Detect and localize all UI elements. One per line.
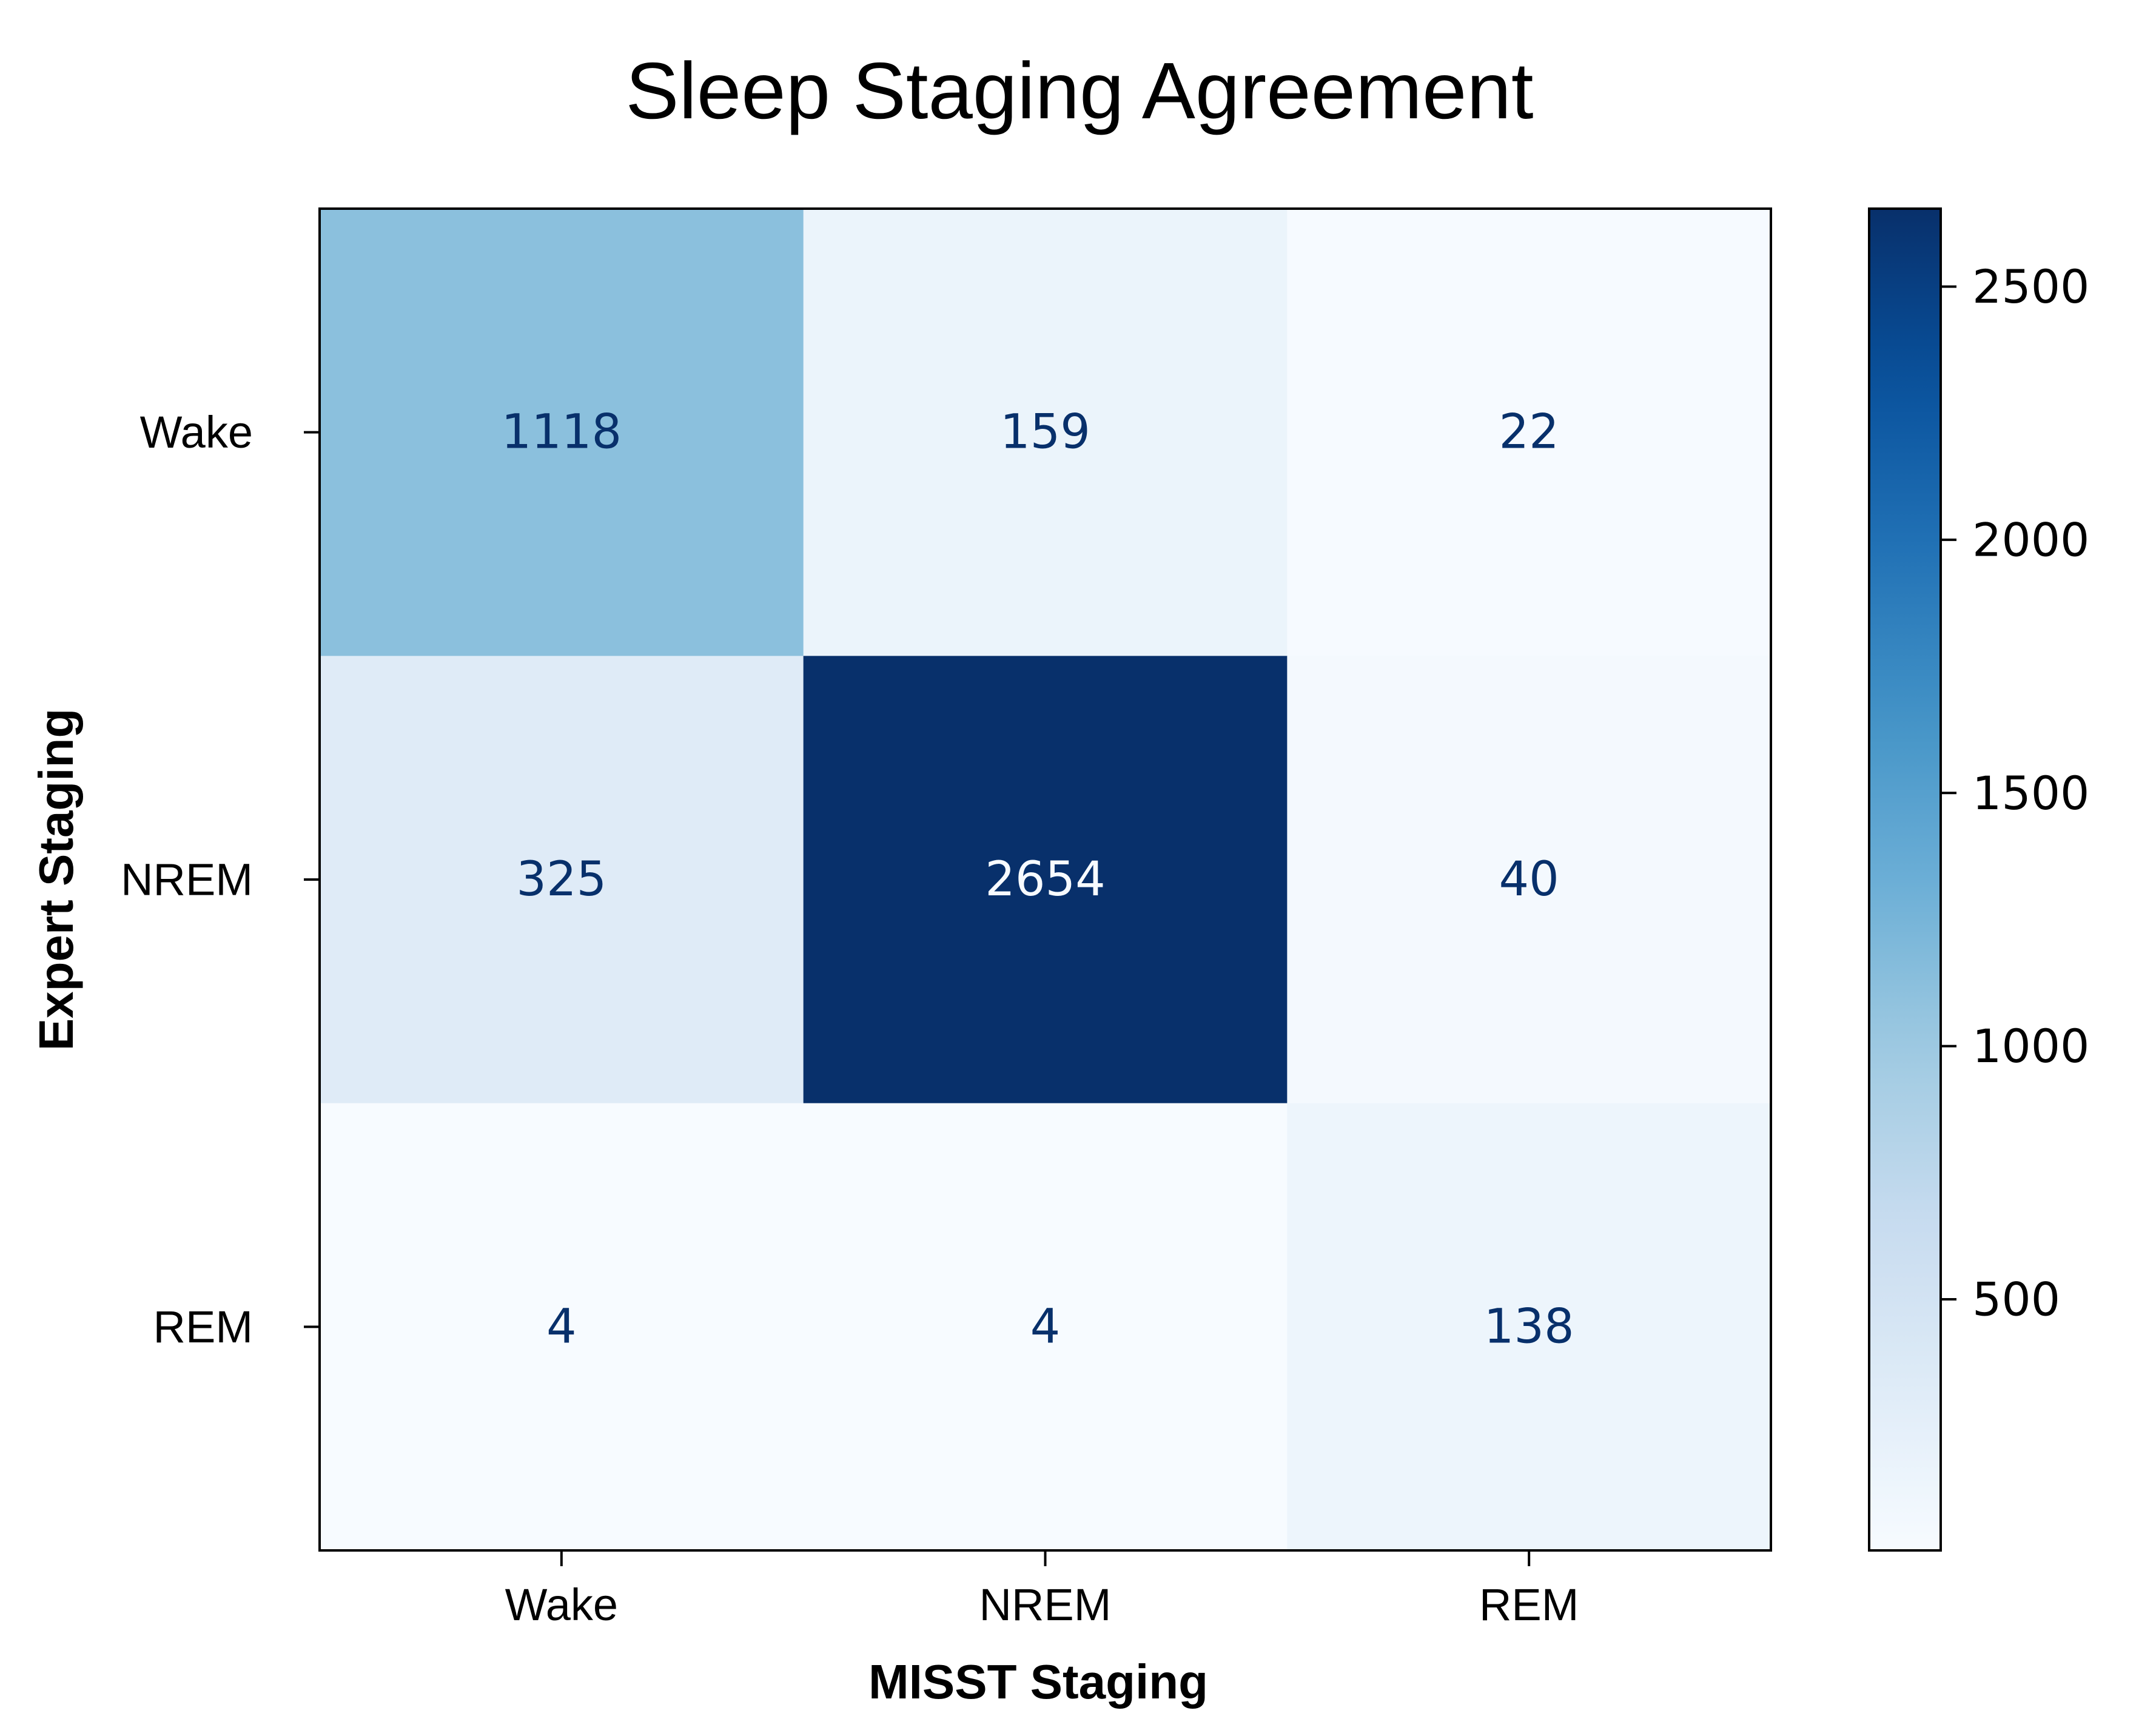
colorbar-tick-label: 1000 xyxy=(1972,1019,2089,1073)
x-tick-label: Wake xyxy=(505,1580,618,1630)
cell-value-label: 22 xyxy=(1499,405,1559,460)
colorbar-tick-label: 1500 xyxy=(1972,766,2089,820)
heatmap-cell xyxy=(803,656,1288,1104)
cell-value-label: 1118 xyxy=(502,405,622,460)
colorbar-ticks: 500 1000 1500 2000 2500 xyxy=(1941,260,2089,1326)
heatmap-cell xyxy=(1287,209,1771,656)
heatmap-cell xyxy=(803,209,1288,656)
x-tick-label: NREM xyxy=(979,1580,1112,1630)
colorbar-tick-label: 2500 xyxy=(1972,260,2089,314)
colorbar-tick-label: 2000 xyxy=(1972,513,2089,567)
heatmap-cell xyxy=(1287,1103,1771,1551)
heatmap-cell xyxy=(320,209,804,656)
x-axis-ticks: Wake NREM REM xyxy=(505,1550,1579,1630)
heatmap-cell xyxy=(320,1103,804,1551)
x-tick-label: REM xyxy=(1479,1580,1579,1630)
y-tick-label: REM xyxy=(153,1302,253,1352)
cell-value-label: 2654 xyxy=(985,852,1106,907)
y-axis-label: Expert Staging xyxy=(29,708,83,1051)
x-axis-label: MISST Staging xyxy=(868,1655,1208,1709)
chart-title: Sleep Staging Agreement xyxy=(625,46,1533,135)
heatmap-cell xyxy=(803,1103,1288,1551)
cell-value-label: 159 xyxy=(1000,405,1090,460)
heatmap-cells xyxy=(320,209,1771,1551)
colorbar-tick-label: 500 xyxy=(1972,1272,2060,1326)
heatmap-cell xyxy=(320,656,804,1104)
heatmap-cell-labels: 1118 159 22 325 2654 40 4 4 138 xyxy=(502,405,1574,1354)
colorbar: 500 1000 1500 2000 2500 xyxy=(1868,207,2089,1552)
y-axis-ticks: Wake NREM REM xyxy=(121,407,320,1352)
colorbar-gradient xyxy=(1868,207,1942,1552)
cell-value-label: 325 xyxy=(516,852,606,907)
cell-value-label: 138 xyxy=(1484,1299,1574,1354)
cell-value-label: 4 xyxy=(546,1299,577,1354)
y-tick-label: Wake xyxy=(140,407,253,457)
cell-value-label: 40 xyxy=(1499,852,1559,907)
heatmap-cell xyxy=(1287,656,1771,1104)
cell-value-label: 4 xyxy=(1030,1299,1061,1354)
y-tick-label: NREM xyxy=(121,855,253,905)
